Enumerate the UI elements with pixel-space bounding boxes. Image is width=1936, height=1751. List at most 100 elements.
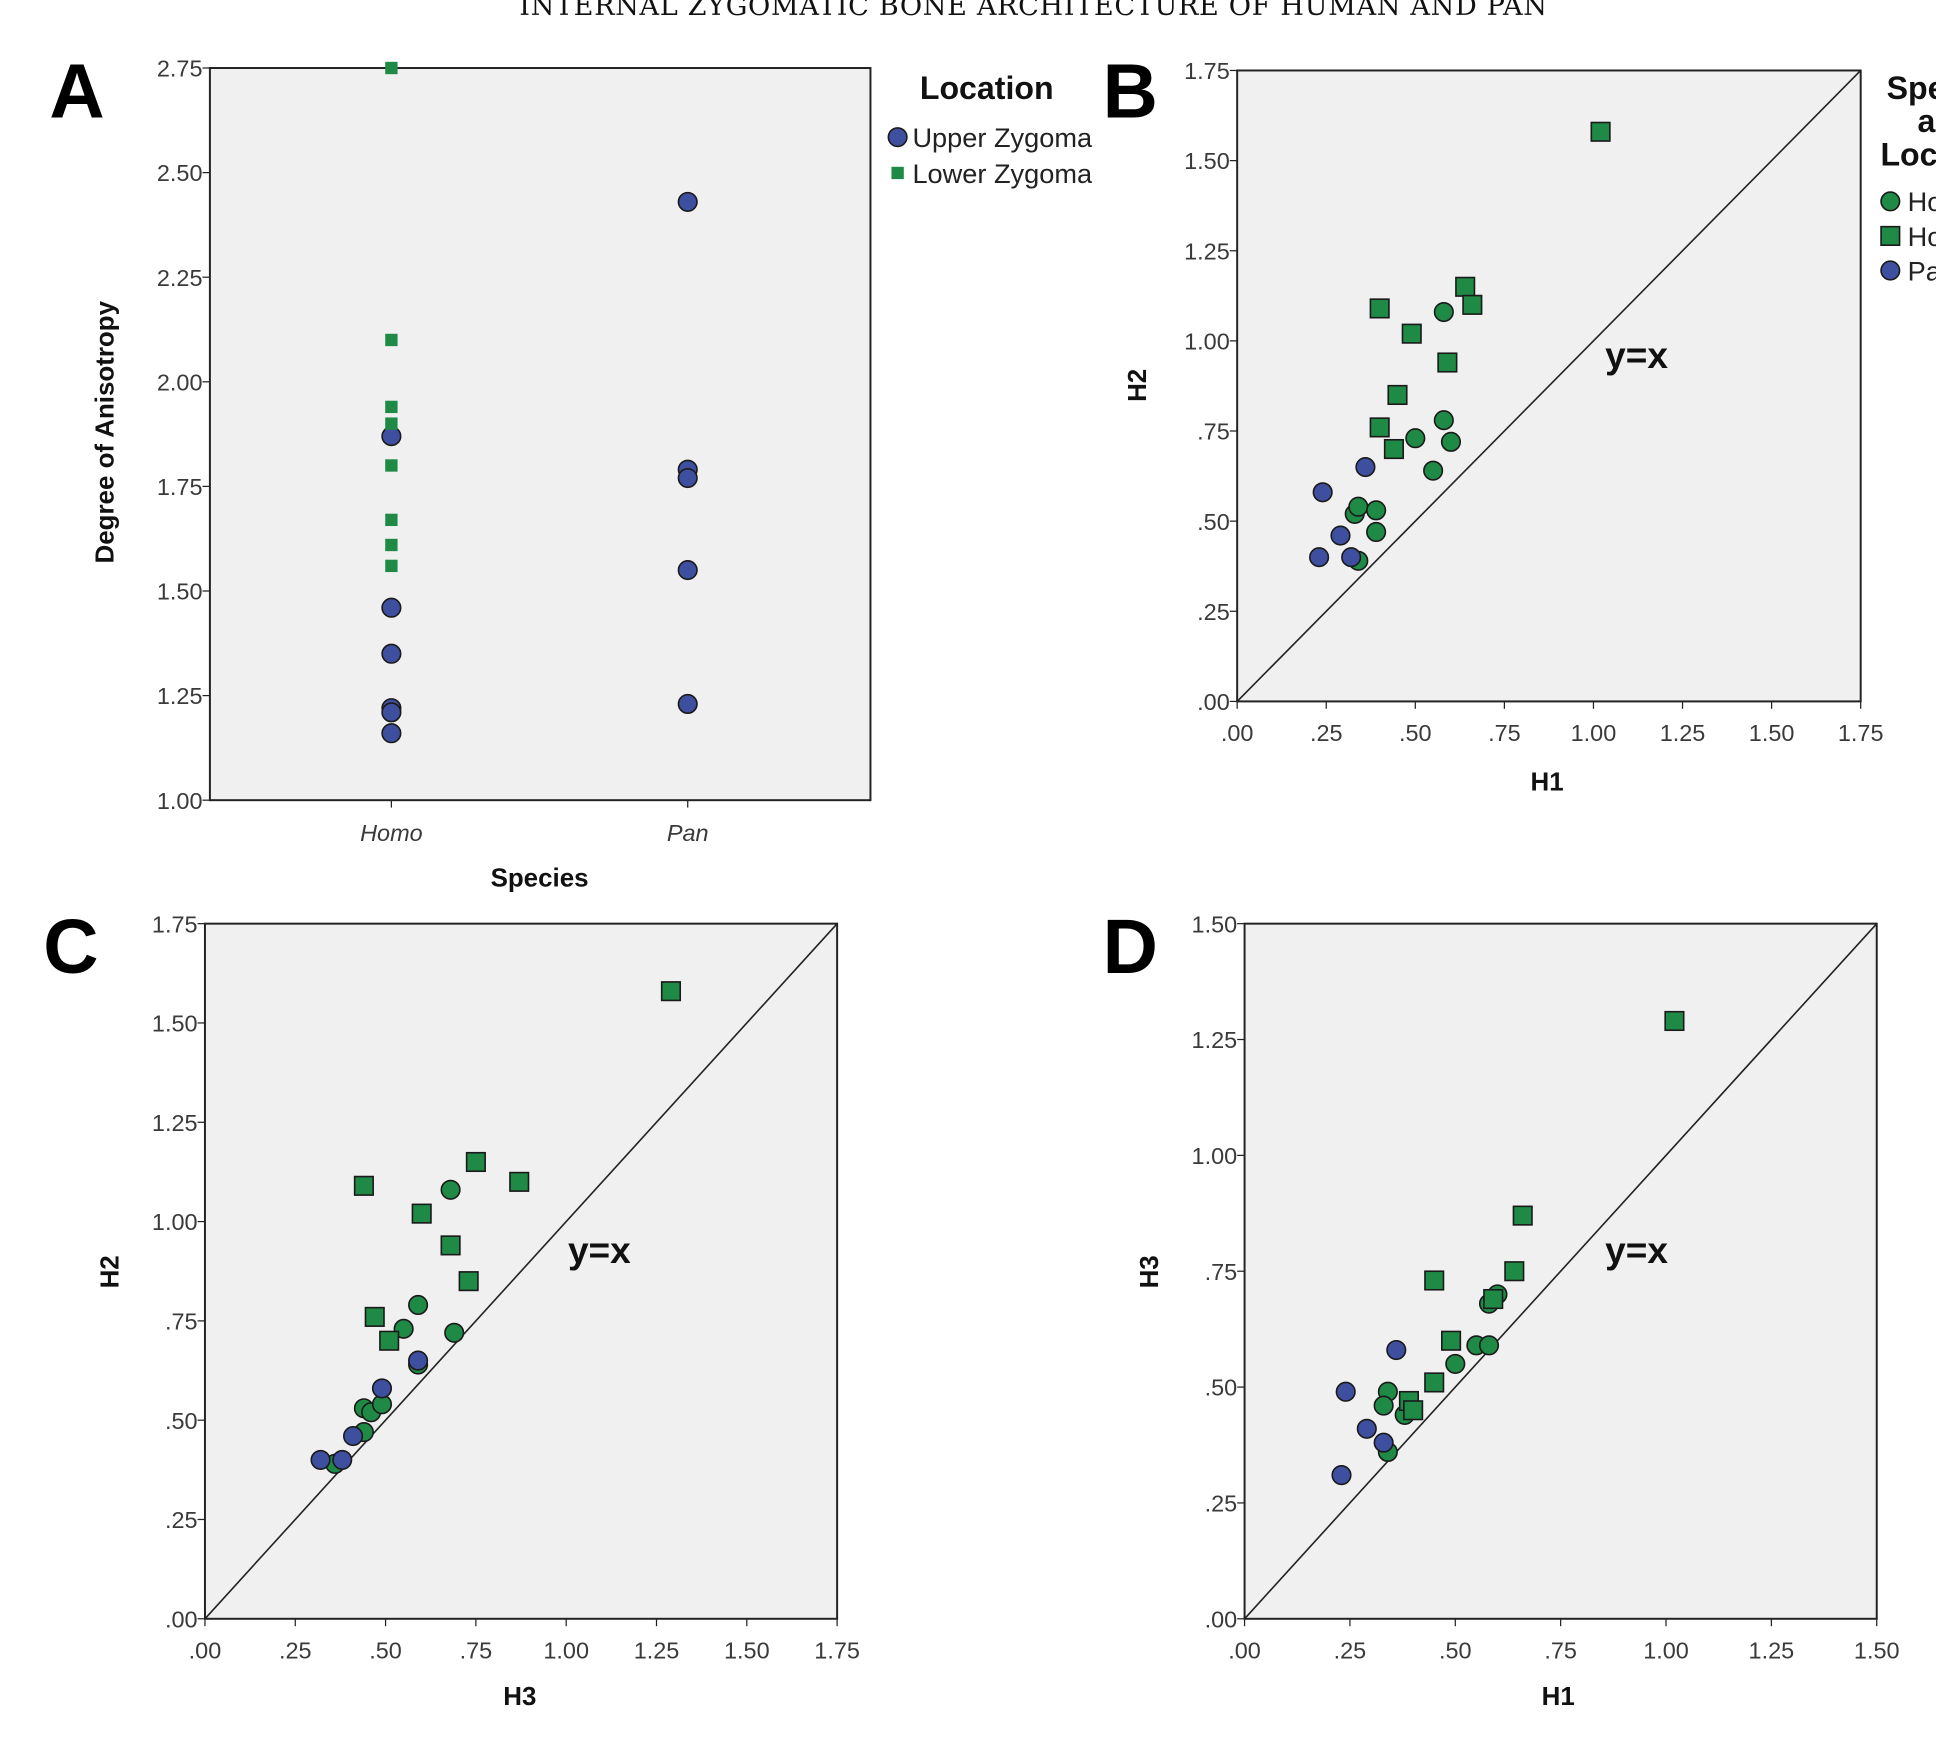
data-point [1335, 1381, 1356, 1402]
data-point [1387, 384, 1408, 406]
x-tick-label: 1.75 [1838, 720, 1884, 746]
y-tick-label: .50 [1205, 1375, 1238, 1401]
y-axis-label: H3 [1136, 1255, 1164, 1288]
legend: SpeaLocHoHoPa [1880, 70, 1936, 286]
x-tick-label: .50 [1439, 1637, 1472, 1663]
chart-panel-d: D .00 .25 .50 .75 1.00 1.25 1.50 y=x .00 .25 .50 .75… [1103, 905, 1900, 1711]
x-tick-label: .25 [1334, 1637, 1367, 1663]
data-point [310, 1449, 331, 1470]
data-point [385, 513, 398, 527]
data-point [379, 1330, 400, 1351]
data-point [1433, 410, 1454, 431]
y-tick-label: .50 [1197, 509, 1230, 535]
data-point [1424, 1270, 1445, 1291]
chart-panel-c: C .00 .25 .50 .75 1.00 1.25 1.50 1.75 y=x .00 .25 .5… [43, 905, 860, 1711]
x-tick-label: .75 [460, 1637, 493, 1663]
y-tick-label: 1.75 [1184, 58, 1230, 84]
chart-panel-a: A Homo Pan 1.00 1.25 1.50 1.75 2.00 2.25 2.50 2.75… [49, 49, 1093, 892]
x-tick-label: Homo [360, 820, 423, 846]
data-point [385, 333, 398, 347]
data-point [1401, 323, 1422, 344]
y-tick-label: 2.25 [157, 265, 203, 291]
data-point [371, 1378, 393, 1399]
x-tick-label: 1.50 [1749, 720, 1795, 746]
data-point [1512, 1205, 1533, 1226]
y-tick-label: .25 [1197, 599, 1230, 625]
data-point [343, 1426, 364, 1447]
data-point [1590, 121, 1611, 142]
x-tick-label: 1.25 [1660, 720, 1706, 746]
y-axis-label: H2 [1124, 369, 1152, 402]
x-tick-label: .00 [1221, 720, 1254, 746]
data-point [1348, 496, 1369, 517]
data-point [1312, 482, 1333, 503]
x-tick-label: 1.00 [1643, 1637, 1689, 1663]
legend-title: Spe [1887, 70, 1936, 106]
y-tick-label: .25 [165, 1507, 198, 1533]
legend-entry: Ho [1908, 186, 1936, 217]
data-point [1405, 428, 1426, 449]
data-point [381, 702, 402, 723]
y-tick-label: .75 [165, 1309, 198, 1335]
data-point [381, 597, 402, 618]
plot-area [208, 67, 872, 802]
y-tick-label: 1.75 [152, 911, 198, 937]
data-point [509, 1171, 530, 1192]
y-tick-label: .00 [1197, 689, 1230, 715]
data-point [385, 459, 398, 472]
reference-line-y-equals-x [204, 923, 838, 1620]
data-point [677, 693, 698, 715]
legend-marker [1880, 191, 1901, 212]
data-point [1356, 1418, 1377, 1439]
data-point [385, 538, 398, 552]
data-point [385, 61, 398, 75]
data-point [1478, 1335, 1500, 1356]
y-tick-label: 1.50 [157, 579, 203, 605]
x-tick-label: 1.25 [634, 1637, 680, 1663]
data-point [381, 643, 402, 664]
y-tick-label: 1.75 [157, 474, 203, 500]
y-tick-label: .75 [1205, 1259, 1238, 1285]
data-point [364, 1306, 385, 1327]
data-point [411, 1203, 432, 1224]
x-tick-label: 1.25 [1749, 1637, 1795, 1663]
series-pan [310, 1350, 429, 1470]
data-point [1355, 457, 1376, 478]
y-tick-label: 2.75 [157, 56, 203, 82]
y-tick-label: 2.00 [157, 369, 203, 395]
data-point [385, 400, 398, 414]
panel-letter: A [49, 49, 104, 134]
y-tick-label: .75 [1197, 419, 1230, 445]
y-tick-label: .25 [1205, 1491, 1238, 1517]
legend-title: Loc [1880, 137, 1936, 173]
y-axis-label: Degree of Anisotropy [92, 300, 120, 563]
x-axis-label: H1 [1542, 1683, 1575, 1711]
data-point [385, 559, 398, 573]
reference-line-y-equals-x [1243, 923, 1878, 1620]
charts: A Homo Pan 1.00 1.25 1.50 1.75 2.00 2.25 2.50 2.75… [43, 49, 1936, 1711]
data-point [1441, 1330, 1462, 1351]
data-point [1386, 1339, 1407, 1361]
x-tick-label: .00 [189, 1637, 222, 1663]
data-point [1440, 431, 1462, 452]
data-point [1309, 547, 1330, 568]
y-tick-label: 1.25 [1192, 1027, 1238, 1053]
data-point [660, 981, 682, 1002]
x-tick-label: 1.75 [814, 1637, 860, 1663]
legend-title: a [1917, 103, 1936, 139]
y-tick-label: 1.50 [1192, 911, 1238, 937]
data-point [1341, 547, 1362, 568]
legend-marker [1880, 260, 1901, 281]
y-tick-label: 2.50 [157, 160, 203, 186]
reference-line-label: y=x [568, 1229, 631, 1271]
data-point [1462, 294, 1483, 315]
y-tick-label: .00 [1205, 1606, 1238, 1632]
data-point [1433, 301, 1454, 323]
data-point [1383, 438, 1404, 460]
legend-marker [891, 166, 904, 180]
data-point [1373, 1395, 1394, 1416]
chart-panel-b: B .00 .25 .50 .75 1.00 1.25 1.50 1.75 y=x .00 .25 .5… [1103, 49, 1936, 796]
y-tick-label: 1.50 [1184, 148, 1230, 174]
reference-line-label: y=x [1605, 1229, 1668, 1271]
